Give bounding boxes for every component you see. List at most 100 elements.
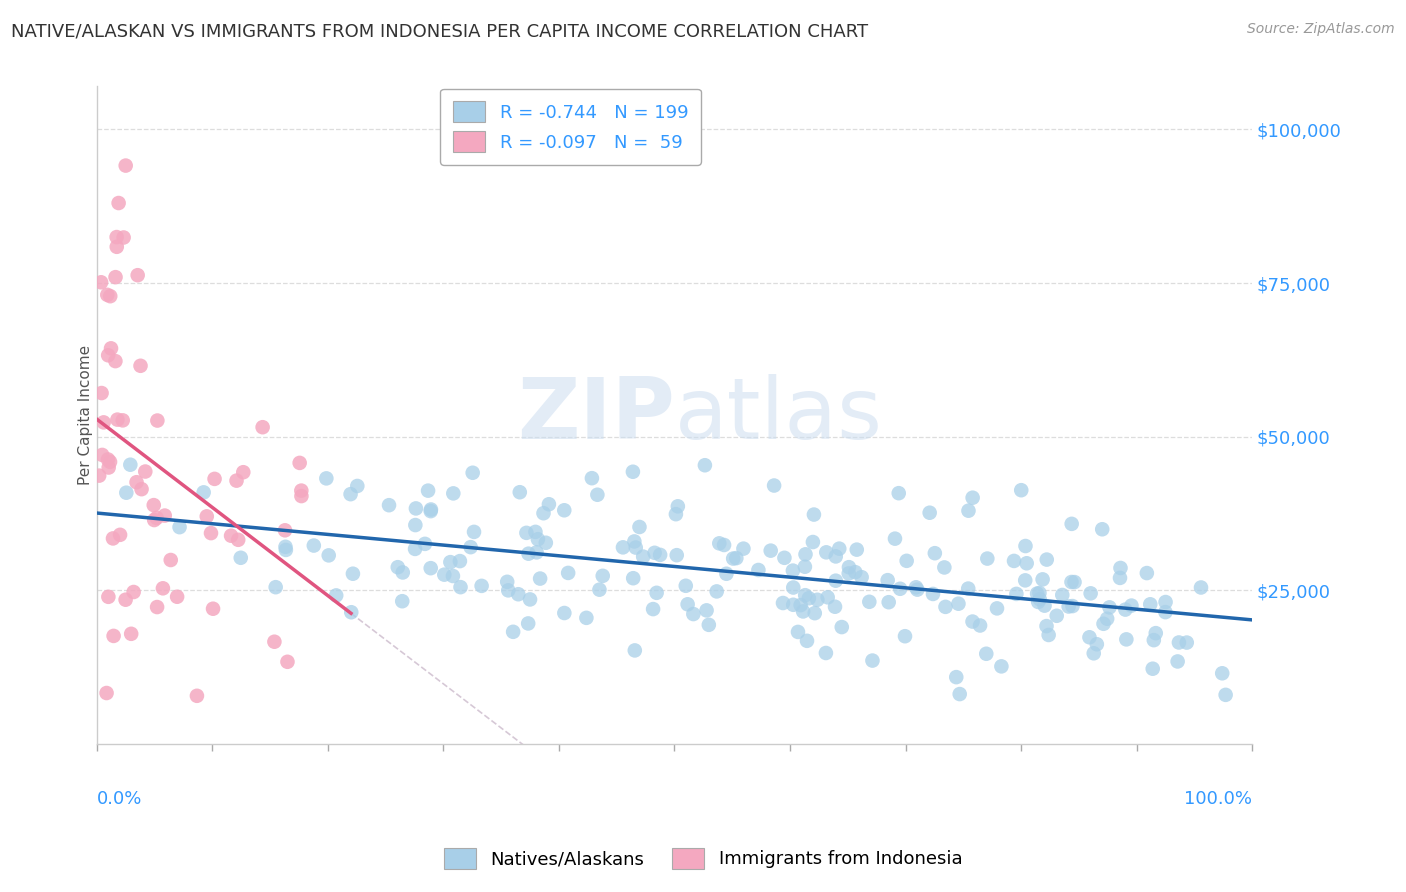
Point: [693, 458, 716, 473]
Point: [419, 504, 441, 518]
Legend: Natives/Alaskans, Immigrants from Indonesia: Natives/Alaskans, Immigrants from Indone…: [436, 840, 970, 876]
Point: [517, 616, 540, 631]
Point: [665, 548, 688, 562]
Point: [1035, 619, 1057, 633]
Point: [534, 535, 557, 549]
Point: [644, 546, 666, 560]
Point: [796, 633, 818, 648]
Point: [111, 413, 134, 427]
Point: [759, 543, 782, 558]
Point: [89, 468, 111, 483]
Point: [666, 500, 689, 514]
Text: Source: ZipAtlas.com: Source: ZipAtlas.com: [1247, 22, 1395, 37]
Point: [817, 591, 839, 605]
Point: [290, 483, 312, 498]
Point: [142, 498, 165, 512]
Point: [1175, 635, 1198, 649]
Point: [129, 359, 152, 373]
Point: [1028, 586, 1050, 600]
Point: [934, 560, 956, 574]
Point: [924, 546, 946, 560]
Point: [851, 570, 873, 584]
Point: [969, 618, 991, 632]
Point: [945, 670, 967, 684]
Point: [697, 617, 720, 632]
Point: [509, 485, 531, 500]
Point: [957, 582, 980, 596]
Point: [581, 471, 603, 485]
Point: [889, 582, 911, 596]
Point: [949, 687, 972, 701]
Point: [98, 455, 121, 469]
Point: [134, 465, 156, 479]
Point: [90, 275, 112, 289]
Point: [1080, 586, 1102, 600]
Point: [725, 551, 748, 566]
Point: [553, 606, 575, 620]
Point: [588, 582, 610, 597]
Point: [824, 574, 846, 588]
Point: [824, 599, 846, 614]
Point: [100, 342, 122, 356]
Point: [716, 566, 738, 581]
Point: [315, 471, 337, 485]
Point: [1154, 605, 1177, 619]
Point: [1091, 522, 1114, 536]
Point: [524, 524, 547, 539]
Point: [976, 551, 998, 566]
Point: [1062, 599, 1084, 613]
Point: [592, 569, 614, 583]
Point: [441, 569, 464, 583]
Point: [449, 554, 471, 568]
Point: [1154, 595, 1177, 609]
Point: [918, 506, 941, 520]
Point: [623, 534, 645, 549]
Point: [1063, 575, 1085, 590]
Point: [105, 230, 128, 244]
Point: [146, 600, 169, 615]
Point: [782, 564, 804, 578]
Point: [557, 566, 579, 580]
Point: [876, 573, 898, 587]
Point: [1167, 635, 1189, 649]
Point: [1136, 566, 1159, 580]
Point: [1026, 595, 1049, 609]
Point: [896, 554, 918, 568]
Point: [877, 595, 900, 609]
Point: [1015, 556, 1038, 570]
Point: [747, 563, 769, 577]
Point: [957, 504, 980, 518]
Point: [288, 456, 311, 470]
Point: [152, 582, 174, 596]
Point: [101, 532, 124, 546]
Point: [387, 560, 409, 574]
Point: [104, 354, 127, 368]
Point: [225, 474, 247, 488]
Point: [325, 589, 347, 603]
Point: [1005, 587, 1028, 601]
Point: [1095, 612, 1118, 626]
Point: [232, 465, 254, 479]
Point: [721, 551, 744, 566]
Point: [962, 491, 984, 505]
Point: [1057, 599, 1080, 614]
Point: [202, 601, 225, 615]
Point: [838, 560, 860, 574]
Point: [1052, 588, 1074, 602]
Point: [471, 579, 494, 593]
Point: [404, 541, 426, 556]
Text: ZIP: ZIP: [517, 374, 675, 457]
Point: [986, 601, 1008, 615]
Point: [974, 647, 997, 661]
Point: [1033, 599, 1056, 613]
Point: [461, 466, 484, 480]
Point: [1046, 608, 1069, 623]
Point: [990, 659, 1012, 673]
Point: [782, 598, 804, 612]
Point: [97, 348, 120, 362]
Point: [1083, 646, 1105, 660]
Point: [787, 624, 810, 639]
Point: [803, 508, 825, 522]
Point: [463, 524, 485, 539]
Point: [621, 571, 644, 585]
